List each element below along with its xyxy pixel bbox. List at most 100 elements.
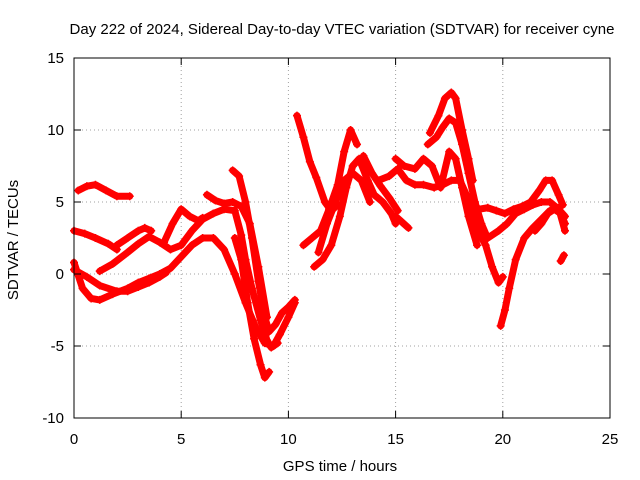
data-point [537, 198, 546, 206]
series-track-24 [530, 205, 569, 235]
data-point [447, 176, 456, 185]
data-point [494, 226, 503, 235]
data-point [550, 205, 559, 214]
data-point [260, 373, 269, 382]
data-point [145, 278, 154, 287]
data-point [95, 267, 104, 276]
data-point [177, 241, 186, 250]
data-point [402, 176, 411, 185]
data-point [91, 234, 100, 242]
data-point [475, 205, 484, 214]
data-point [250, 334, 259, 343]
data-point [438, 123, 447, 132]
data-point [322, 219, 331, 228]
data-point [284, 313, 293, 322]
data-point [318, 255, 327, 264]
series-line [310, 155, 400, 271]
data-point [292, 111, 301, 120]
series-track-21 [475, 176, 567, 218]
data-point [290, 295, 299, 304]
y-axis-label: SDTVAR / TECUs [5, 180, 22, 300]
data-point [235, 172, 244, 181]
data-point [410, 164, 419, 173]
data-point [346, 126, 355, 134]
x-tick-label: 5 [177, 431, 185, 448]
data-point [398, 218, 407, 227]
data-point [194, 216, 203, 225]
data-point [520, 205, 529, 214]
data-point [198, 213, 207, 222]
data-point [385, 172, 394, 181]
series-track-10 [230, 234, 274, 382]
data-point [312, 173, 321, 182]
series-track-1 [74, 180, 134, 201]
series-line [424, 114, 490, 238]
data-point [500, 209, 509, 218]
data-point [247, 284, 256, 293]
data-point [560, 226, 569, 235]
data-point [177, 252, 186, 261]
x-axis-label: GPS time / hours [283, 458, 397, 475]
data-point [535, 186, 544, 195]
data-point [511, 209, 520, 218]
data-point [391, 212, 400, 221]
data-point [228, 166, 237, 175]
data-point [123, 234, 132, 242]
data-point [162, 268, 171, 277]
data-point [492, 206, 501, 215]
data-point [211, 196, 220, 205]
data-point [260, 313, 269, 322]
data-point [458, 183, 467, 192]
data-point [393, 206, 402, 215]
data-point [376, 182, 385, 191]
data-point [327, 241, 336, 250]
data-point [237, 255, 246, 264]
data-point [82, 272, 91, 281]
x-tick-label: 10 [280, 431, 297, 448]
data-point [91, 180, 100, 189]
data-point [483, 234, 492, 242]
data-point [177, 205, 186, 214]
series-line [299, 126, 361, 249]
data-point [445, 147, 454, 156]
data-point [134, 239, 143, 248]
data-point [155, 272, 164, 281]
series-track-2 [70, 226, 121, 254]
data-point [237, 231, 246, 240]
data-point [254, 277, 263, 286]
data-point [393, 164, 402, 173]
series-track-9 [228, 166, 299, 336]
data-point [470, 198, 479, 206]
data-point [305, 157, 314, 166]
data-point [187, 241, 196, 250]
data-point [445, 114, 454, 123]
data-point [95, 281, 104, 290]
data-point [500, 306, 509, 314]
data-point [134, 226, 143, 235]
data-point [198, 234, 207, 242]
series-line [70, 266, 170, 295]
data-point [230, 234, 239, 242]
data-point [410, 180, 419, 189]
data-point [228, 198, 237, 206]
series-track-13 [310, 154, 400, 271]
data-point [267, 343, 276, 352]
data-point [187, 226, 196, 235]
data-point [134, 282, 143, 291]
data-point [370, 190, 379, 199]
data-point [123, 248, 132, 257]
data-point [166, 245, 175, 254]
data-point [423, 140, 432, 149]
data-point [140, 223, 149, 232]
data-point [243, 298, 252, 307]
data-point [348, 162, 357, 170]
data-point [275, 330, 284, 339]
data-point [419, 154, 428, 163]
data-point [498, 272, 507, 281]
data-point [357, 176, 366, 185]
data-point [359, 151, 368, 160]
series-track-4 [70, 265, 171, 296]
data-point [80, 229, 89, 238]
series-track-6 [112, 223, 156, 250]
data-point [265, 327, 274, 336]
